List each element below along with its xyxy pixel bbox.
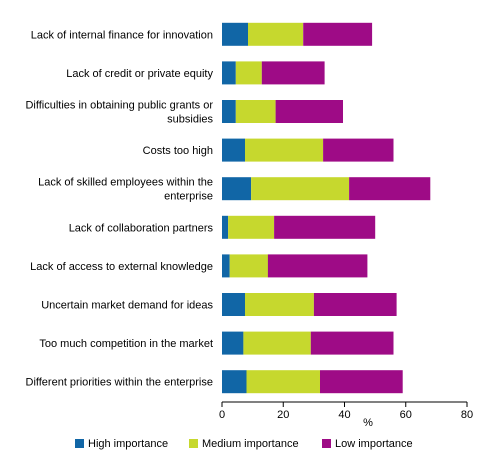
bar-2-low-importance xyxy=(261,61,325,85)
bar-4-medium-importance xyxy=(245,138,324,162)
bar-5-medium-importance xyxy=(251,177,350,201)
bar-8-low-importance xyxy=(313,293,397,316)
bar-7-high-importance xyxy=(222,254,230,278)
bar-3-low-importance xyxy=(275,100,343,123)
bar-4-high-importance xyxy=(222,138,245,162)
category-label-10: Different priorities within the enterpri… xyxy=(26,377,214,389)
bar-3-high-importance xyxy=(222,100,236,123)
x-tick-label-40: 40 xyxy=(338,409,350,421)
bar-2-high-importance xyxy=(222,61,236,85)
bar-9-medium-importance xyxy=(243,331,311,355)
category-label-7: Lack of access to external knowledge xyxy=(30,261,213,273)
legend-label-medium-importance: Medium importance xyxy=(202,438,299,450)
bar-10-medium-importance xyxy=(246,370,320,394)
legend-swatch-medium-importance xyxy=(189,439,198,448)
bar-9-high-importance xyxy=(222,331,244,355)
x-axis: 0 20 40 60 80% xyxy=(219,401,473,429)
bar-2-medium-importance xyxy=(235,61,262,85)
category-label-1: Lack of internal finance for innovation xyxy=(31,29,213,41)
bar-10-low-importance xyxy=(320,370,403,394)
legend: High importance Medium importance Low impo… xyxy=(75,438,413,450)
category-label-6: Lack of collaboration partners xyxy=(69,222,214,234)
bar-9-low-importance xyxy=(310,331,394,355)
bar-8-medium-importance xyxy=(245,293,314,316)
legend-label-high-importance: High importance xyxy=(88,438,168,450)
bar-8-high-importance xyxy=(222,293,245,316)
x-tick-label-0: 0 xyxy=(219,409,225,421)
bar-3-medium-importance xyxy=(235,100,276,123)
category-label-4: Costs too high xyxy=(143,145,213,157)
legend-swatch-high-importance xyxy=(75,439,84,448)
bar-10-high-importance xyxy=(222,370,247,394)
category-labels: Lack of internal finance for innovation L… xyxy=(25,29,213,388)
category-label-2: Lack of credit or private equity xyxy=(66,68,213,80)
x-tick-label-60: 60 xyxy=(400,409,412,421)
legend-swatch-low-importance xyxy=(322,439,331,448)
bar-7-medium-importance xyxy=(229,254,268,278)
bars-layer xyxy=(222,22,431,394)
x-axis-label: % xyxy=(363,417,373,429)
bar-6-medium-importance xyxy=(228,215,274,239)
bar-6-high-importance xyxy=(222,215,229,239)
category-label-9: Too much competition in the market xyxy=(39,338,213,350)
bar-6-low-importance xyxy=(274,215,376,239)
bar-1-medium-importance xyxy=(248,22,304,46)
category-label-5: enterprise xyxy=(164,191,213,203)
legend-label-low-importance: Low importance xyxy=(335,438,413,450)
bar-1-low-importance xyxy=(303,22,373,46)
category-label-5: Lack of skilled employees within the xyxy=(38,177,213,189)
x-tick-label-80: 80 xyxy=(461,409,473,421)
bar-7-low-importance xyxy=(267,254,368,278)
category-label-3: Difficulties in obtaining public grants … xyxy=(25,100,213,112)
bar-4-low-importance xyxy=(323,138,394,162)
x-tick-label-20: 20 xyxy=(277,409,289,421)
bar-1-high-importance xyxy=(222,22,248,46)
category-label-3: subsidies xyxy=(167,114,213,126)
bar-5-low-importance xyxy=(349,177,431,201)
bar-5-high-importance xyxy=(222,177,252,201)
category-label-8: Uncertain market demand for ideas xyxy=(41,300,213,312)
